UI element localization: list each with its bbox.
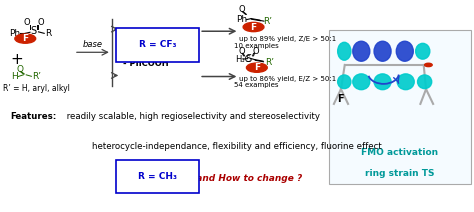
Text: FMO activation: FMO activation — [362, 148, 438, 157]
Text: S: S — [31, 26, 37, 36]
Circle shape — [15, 34, 36, 43]
Ellipse shape — [353, 74, 370, 90]
Text: up to 86% yield, E/Z > 50:1: up to 86% yield, E/Z > 50:1 — [239, 76, 337, 82]
Text: R’: R’ — [32, 73, 41, 81]
Text: 54 examples: 54 examples — [234, 82, 278, 88]
Text: heterocycle-independance, flexibility and efficiency, fluorine effect: heterocycle-independance, flexibility an… — [92, 142, 382, 151]
Text: O: O — [238, 47, 245, 56]
Circle shape — [246, 63, 267, 72]
Text: O: O — [23, 18, 30, 27]
Text: F: F — [250, 22, 256, 32]
Text: base: base — [83, 40, 103, 49]
Text: F: F — [254, 63, 260, 72]
Text: +: + — [11, 52, 24, 67]
Ellipse shape — [353, 41, 370, 61]
FancyBboxPatch shape — [329, 30, 471, 184]
Circle shape — [243, 22, 264, 32]
Text: readily scalable, high regioselectivity and stereoselectivity: readily scalable, high regioselectivity … — [64, 112, 320, 121]
Ellipse shape — [337, 75, 351, 89]
Text: R’: R’ — [263, 17, 272, 26]
Ellipse shape — [396, 41, 413, 61]
Text: 10 examples: 10 examples — [234, 43, 278, 49]
Ellipse shape — [337, 42, 351, 60]
Text: ring strain TS: ring strain TS — [365, 169, 435, 178]
FancyBboxPatch shape — [117, 28, 199, 62]
Text: R = CH₃: R = CH₃ — [138, 172, 177, 181]
Text: Features:: Features: — [10, 112, 56, 121]
Ellipse shape — [418, 75, 432, 89]
Text: O: O — [37, 18, 44, 27]
Circle shape — [425, 63, 432, 67]
Text: Ph: Ph — [236, 15, 247, 24]
Text: Why and How to change ?: Why and How to change ? — [172, 174, 302, 183]
Text: R: R — [45, 29, 51, 38]
Text: R = CF₃: R = CF₃ — [139, 40, 177, 49]
Ellipse shape — [374, 41, 391, 61]
Text: R’ = H, aryl, alkyl: R’ = H, aryl, alkyl — [3, 84, 70, 93]
Text: - CF₃SO₃H: - CF₃SO₃H — [123, 38, 168, 47]
Ellipse shape — [397, 74, 414, 90]
Text: O: O — [253, 47, 259, 56]
Text: F: F — [22, 34, 28, 43]
Text: R’: R’ — [265, 58, 274, 67]
Text: up to 89% yield, Z/E > 50:1: up to 89% yield, Z/E > 50:1 — [239, 36, 337, 42]
Ellipse shape — [416, 43, 430, 59]
Text: S: S — [245, 54, 251, 64]
Text: O: O — [238, 5, 245, 14]
Text: H: H — [11, 73, 18, 81]
Ellipse shape — [374, 74, 391, 90]
Text: - PhCOOH: - PhCOOH — [123, 59, 168, 68]
Text: Ph: Ph — [9, 29, 20, 38]
Text: O: O — [16, 65, 23, 74]
Text: H₃C: H₃C — [236, 54, 251, 64]
FancyBboxPatch shape — [117, 160, 199, 193]
Text: F: F — [337, 94, 343, 104]
